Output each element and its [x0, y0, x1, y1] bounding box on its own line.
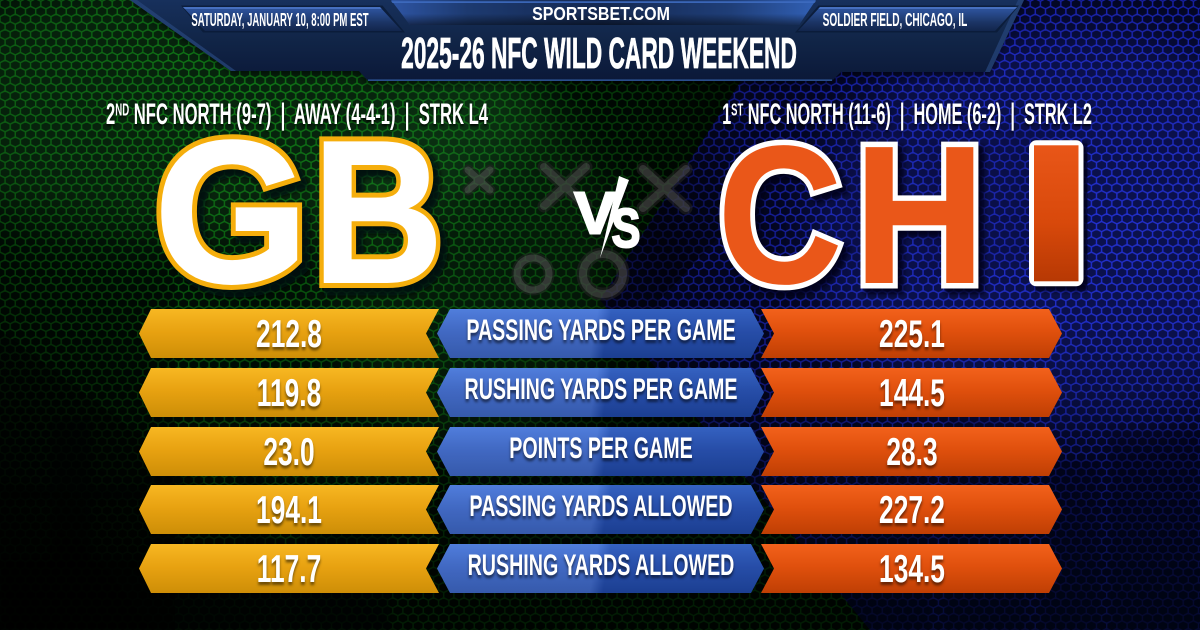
svg-text:G: G — [160, 104, 314, 331]
svg-text:C: C — [718, 106, 842, 325]
svg-text:B: B — [313, 98, 444, 325]
svg-text:H: H — [854, 106, 985, 325]
svg-text:H: H — [859, 111, 990, 330]
svg-text:G: G — [154, 98, 308, 325]
svg-text:V: V — [574, 181, 616, 247]
svg-text:C: C — [723, 111, 847, 330]
svg-text:B: B — [319, 104, 450, 331]
svg-text:H: H — [854, 106, 985, 325]
svg-text:B: B — [313, 98, 444, 325]
svg-text:C: C — [718, 106, 842, 325]
svg-text:G: G — [154, 98, 308, 325]
